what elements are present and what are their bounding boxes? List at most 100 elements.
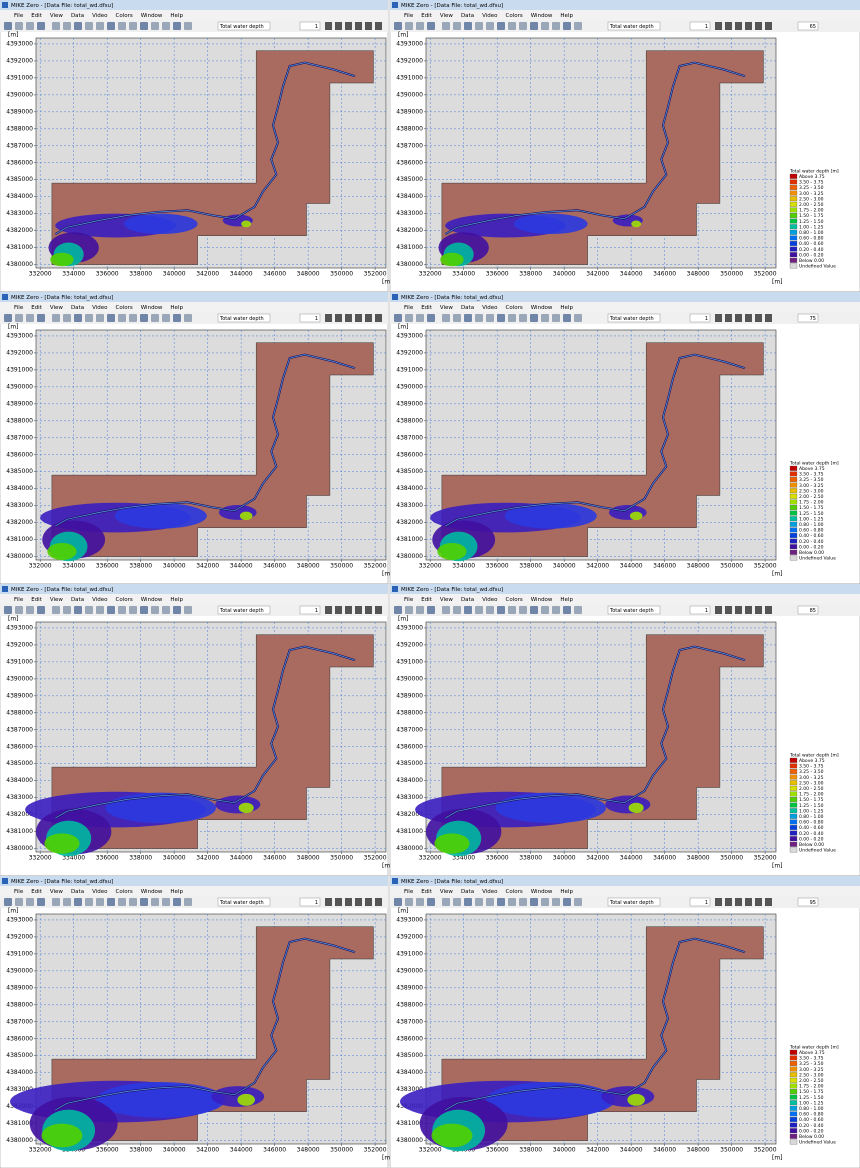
page-field[interactable] [299, 21, 321, 31]
toolbar-button[interactable] [151, 606, 159, 614]
player-button[interactable] [735, 314, 742, 322]
menu-item[interactable]: Data [71, 889, 84, 895]
menu-item[interactable]: File [14, 889, 24, 895]
menu-item[interactable]: Window [141, 597, 163, 603]
player-button[interactable] [755, 606, 762, 614]
toolbar-button[interactable] [394, 314, 402, 322]
menu-item[interactable]: Video [482, 597, 498, 603]
toolbar-button[interactable] [162, 314, 170, 322]
toolbar-button[interactable] [519, 314, 527, 322]
toolbar-button[interactable] [530, 314, 538, 322]
toolbar-button[interactable] [508, 22, 516, 30]
toolbar-button[interactable] [427, 898, 435, 906]
toolbar-button[interactable] [563, 314, 571, 322]
page-field[interactable] [689, 605, 711, 615]
toolbar-button[interactable] [4, 22, 12, 30]
page-field[interactable] [689, 313, 711, 323]
menu-item[interactable]: View [440, 13, 454, 19]
toolbar-button[interactable] [453, 898, 461, 906]
toolbar-button[interactable] [63, 606, 71, 614]
menu-item[interactable]: Help [560, 305, 573, 311]
toolbar-button[interactable] [541, 314, 549, 322]
menu-item[interactable]: View [50, 597, 64, 603]
toolbar-button[interactable] [162, 606, 170, 614]
menu-item[interactable]: Colors [506, 889, 523, 895]
menu-item[interactable]: Edit [31, 889, 42, 895]
toolbar-button[interactable] [129, 898, 137, 906]
toolbar-button[interactable] [486, 606, 494, 614]
menu-item[interactable]: Colors [506, 13, 523, 19]
menu-item[interactable]: Help [560, 13, 573, 19]
toolbar-button[interactable] [118, 898, 126, 906]
toolbar-button[interactable] [519, 22, 527, 30]
toolbar-button[interactable] [140, 898, 148, 906]
menu-item[interactable]: Window [531, 305, 553, 311]
player-button[interactable] [765, 898, 772, 906]
player-button[interactable] [365, 22, 372, 30]
item-dropdown[interactable] [607, 897, 661, 907]
menu-item[interactable]: Window [531, 13, 553, 19]
page-field[interactable] [689, 897, 711, 907]
menu-item[interactable]: Edit [421, 597, 432, 603]
player-button[interactable] [375, 898, 382, 906]
toolbar-button[interactable] [118, 606, 126, 614]
toolbar-button[interactable] [394, 22, 402, 30]
toolbar-button[interactable] [26, 22, 34, 30]
menu-item[interactable]: View [50, 889, 64, 895]
time-step-field[interactable] [797, 313, 819, 323]
menu-item[interactable]: View [440, 597, 454, 603]
toolbar-button[interactable] [140, 314, 148, 322]
menu-item[interactable]: File [14, 597, 24, 603]
player-button[interactable] [755, 314, 762, 322]
time-step-field[interactable] [797, 21, 819, 31]
toolbar-button[interactable] [74, 314, 82, 322]
toolbar-button[interactable] [184, 22, 192, 30]
toolbar-button[interactable] [129, 606, 137, 614]
toolbar-button[interactable] [173, 606, 181, 614]
toolbar-button[interactable] [552, 606, 560, 614]
player-button[interactable] [335, 606, 342, 614]
menu-item[interactable]: Video [92, 13, 108, 19]
toolbar-button[interactable] [442, 898, 450, 906]
menu-item[interactable]: Edit [421, 305, 432, 311]
menu-item[interactable]: File [14, 13, 24, 19]
menu-item[interactable]: Edit [421, 889, 432, 895]
toolbar-button[interactable] [173, 314, 181, 322]
toolbar-button[interactable] [151, 22, 159, 30]
player-button[interactable] [735, 22, 742, 30]
toolbar-button[interactable] [508, 314, 516, 322]
toolbar-button[interactable] [52, 22, 60, 30]
menu-item[interactable]: Colors [116, 305, 133, 311]
menu-item[interactable]: Data [461, 305, 474, 311]
player-button[interactable] [375, 314, 382, 322]
menu-item[interactable]: Edit [31, 305, 42, 311]
toolbar-button[interactable] [574, 22, 582, 30]
toolbar-button[interactable] [37, 22, 45, 30]
menu-item[interactable]: File [404, 889, 414, 895]
toolbar-button[interactable] [184, 606, 192, 614]
toolbar-button[interactable] [475, 314, 483, 322]
menu-item[interactable]: File [404, 305, 414, 311]
menu-item[interactable]: Window [141, 305, 163, 311]
toolbar-button[interactable] [508, 606, 516, 614]
menu-item[interactable]: Video [482, 889, 498, 895]
player-button[interactable] [365, 314, 372, 322]
toolbar-button[interactable] [37, 898, 45, 906]
toolbar-button[interactable] [184, 898, 192, 906]
toolbar-button[interactable] [74, 898, 82, 906]
page-field[interactable] [299, 897, 321, 907]
player-button[interactable] [755, 898, 762, 906]
menu-item[interactable]: Help [170, 305, 183, 311]
player-button[interactable] [345, 898, 352, 906]
toolbar-button[interactable] [37, 314, 45, 322]
item-dropdown[interactable] [217, 313, 271, 323]
player-button[interactable] [725, 22, 732, 30]
player-button[interactable] [325, 898, 332, 906]
toolbar-button[interactable] [118, 22, 126, 30]
toolbar-button[interactable] [486, 22, 494, 30]
toolbar-button[interactable] [151, 898, 159, 906]
toolbar-button[interactable] [563, 898, 571, 906]
player-button[interactable] [765, 22, 772, 30]
menu-item[interactable]: File [14, 305, 24, 311]
menu-item[interactable]: View [440, 889, 454, 895]
